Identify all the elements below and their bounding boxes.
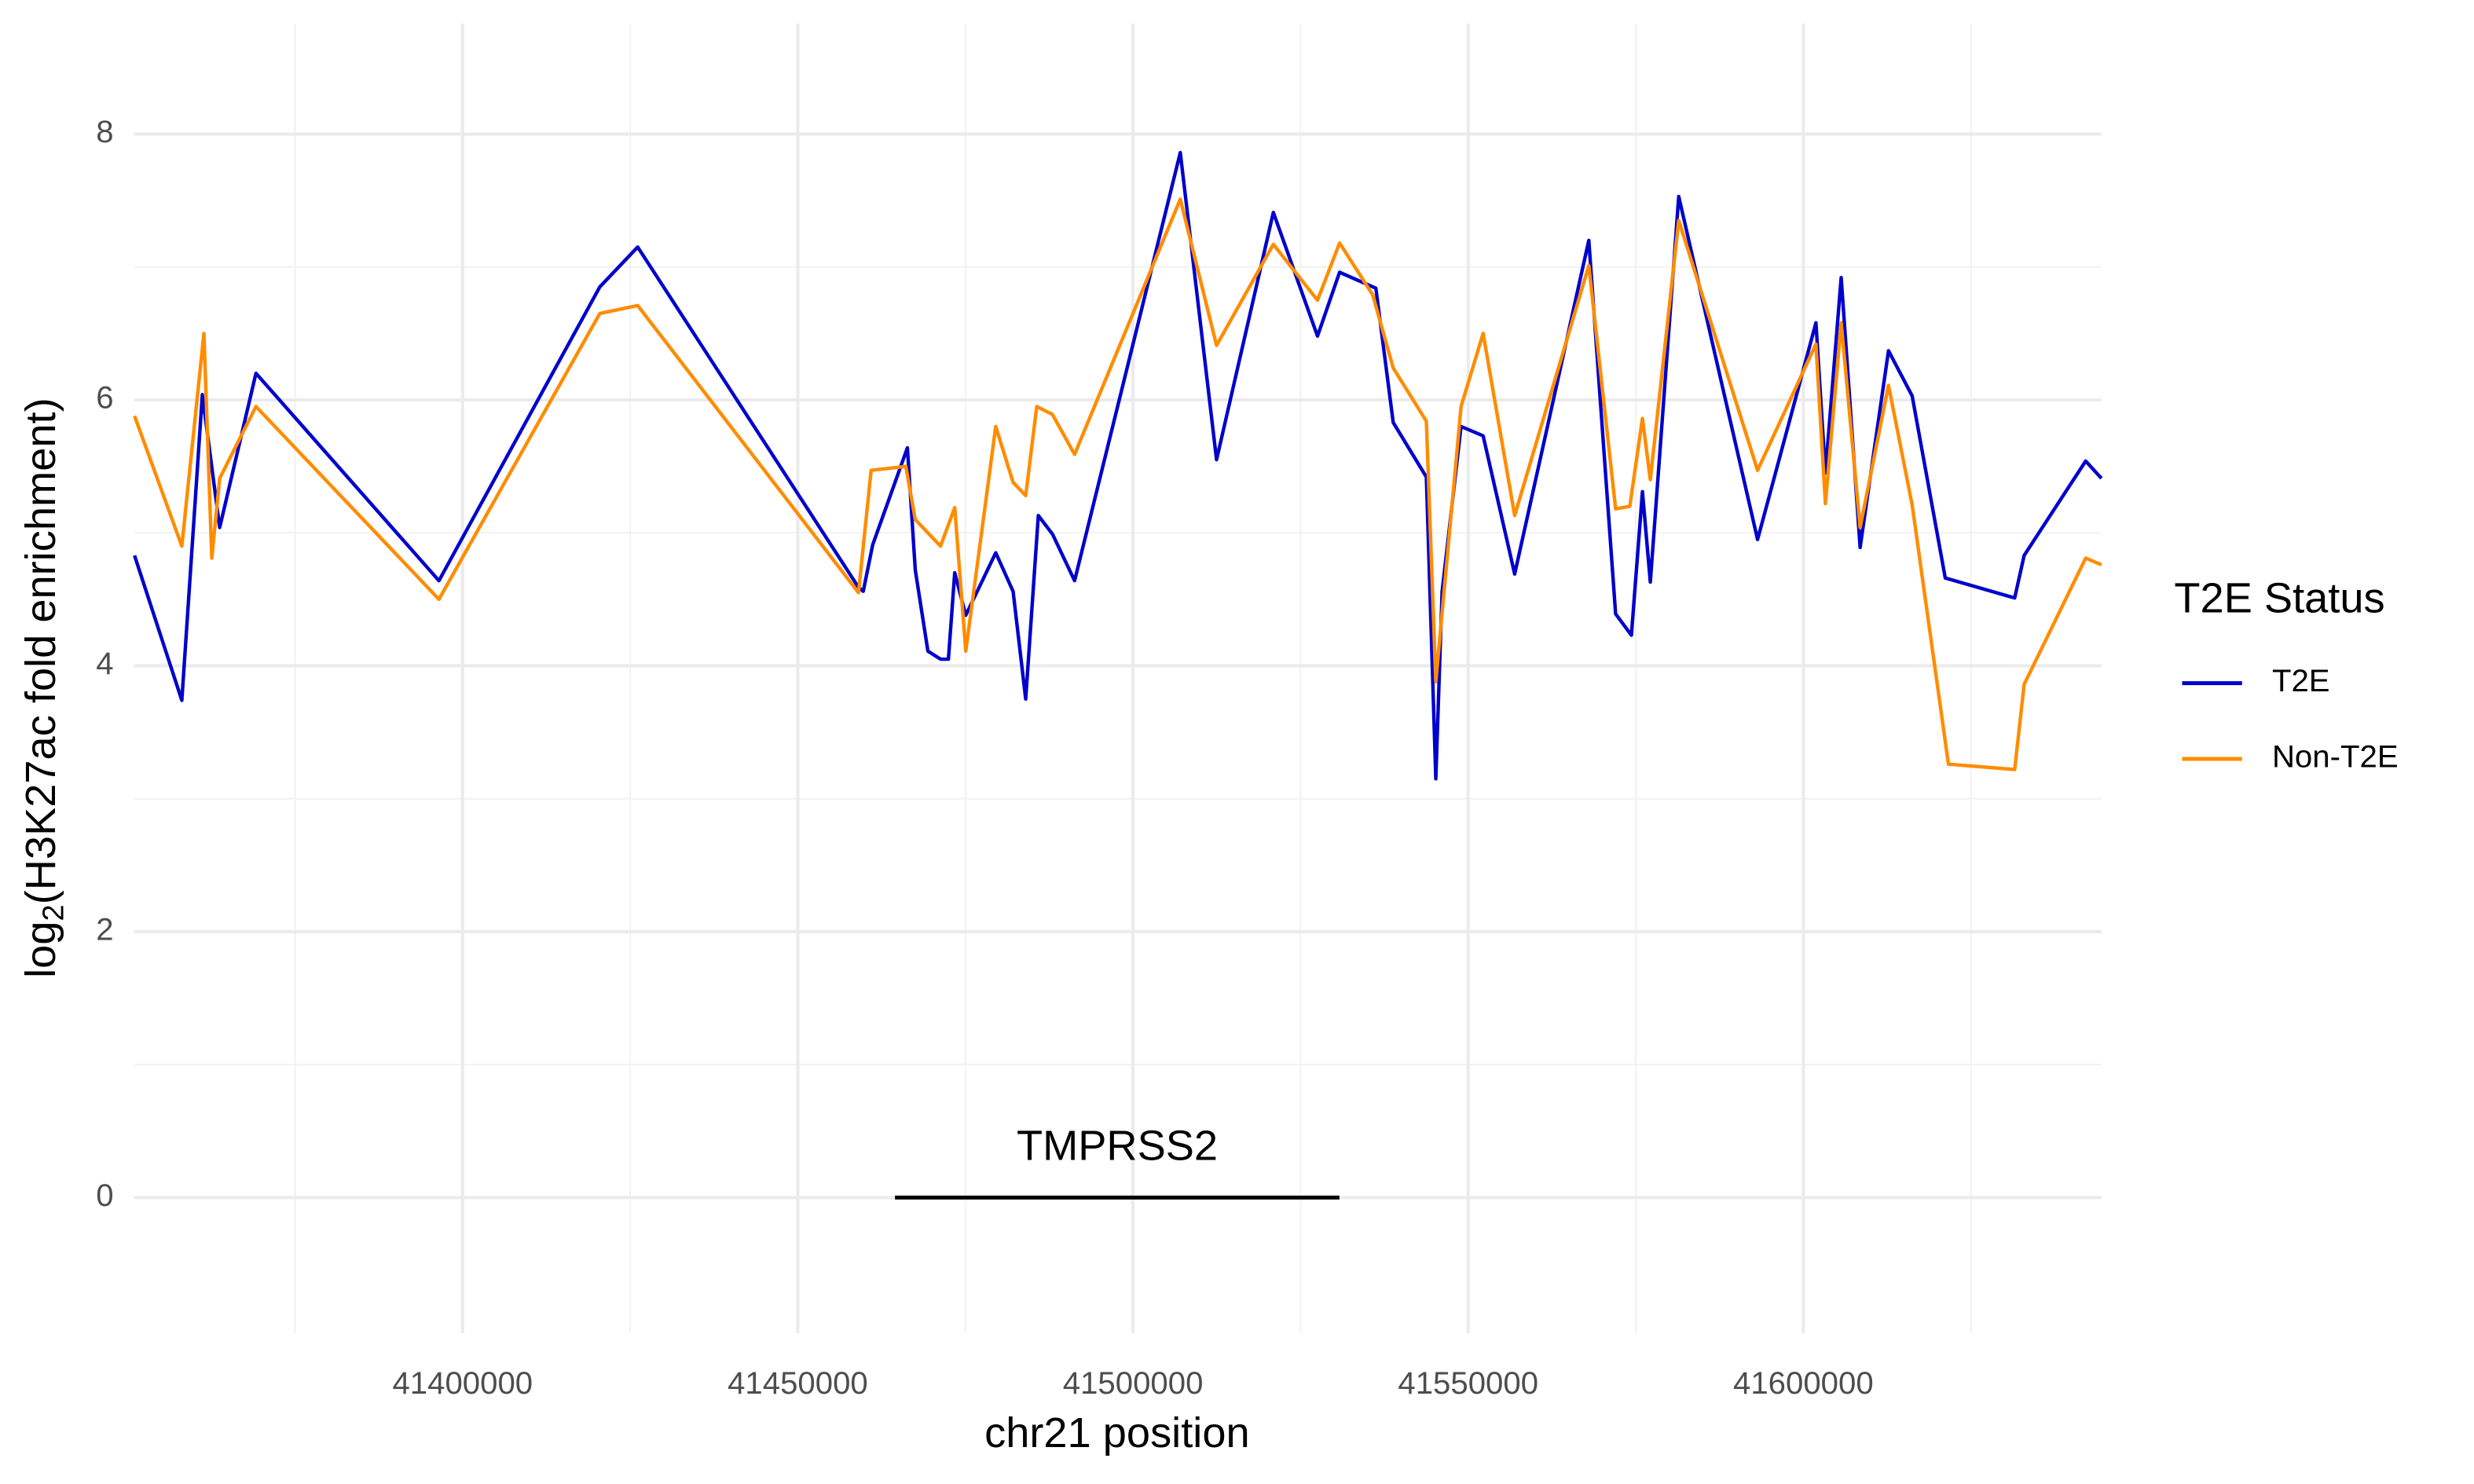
legend-title: T2E Status (2174, 574, 2384, 621)
x-tick-label: 41550000 (1398, 1365, 1538, 1401)
x-tick-label: 41500000 (1063, 1365, 1204, 1401)
y-tick-label: 6 (96, 380, 113, 416)
y-tick-label: 4 (96, 646, 113, 681)
legend-label: T2E (2272, 663, 2330, 698)
y-axis-title: log2(H3K27ac fold enrichment) (18, 398, 71, 978)
x-tick-label: 41450000 (728, 1365, 868, 1401)
y-axis-title-rest: (H3K27ac fold enrichment) (18, 398, 65, 904)
data-line (133, 197, 2102, 771)
y-axis-title-base: log (18, 922, 65, 978)
y-tick-label: 2 (96, 912, 113, 947)
legend-label: Non-T2E (2272, 739, 2399, 775)
y-tick-label: 0 (96, 1178, 113, 1213)
y-axis-title-subscript: 2 (36, 904, 70, 921)
data-line (133, 151, 2103, 781)
x-tick-label: 41400000 (392, 1365, 533, 1401)
x-axis-title: chr21 position (984, 1409, 1250, 1457)
x-tick-label: 41600000 (1733, 1365, 1874, 1401)
plot-layer: 41400000 41450000 41500000 41550000 41600000… (96, 24, 2399, 1401)
gene-label: TMPRSS2 (1017, 1122, 1218, 1169)
y-tick-label: 8 (96, 114, 113, 149)
